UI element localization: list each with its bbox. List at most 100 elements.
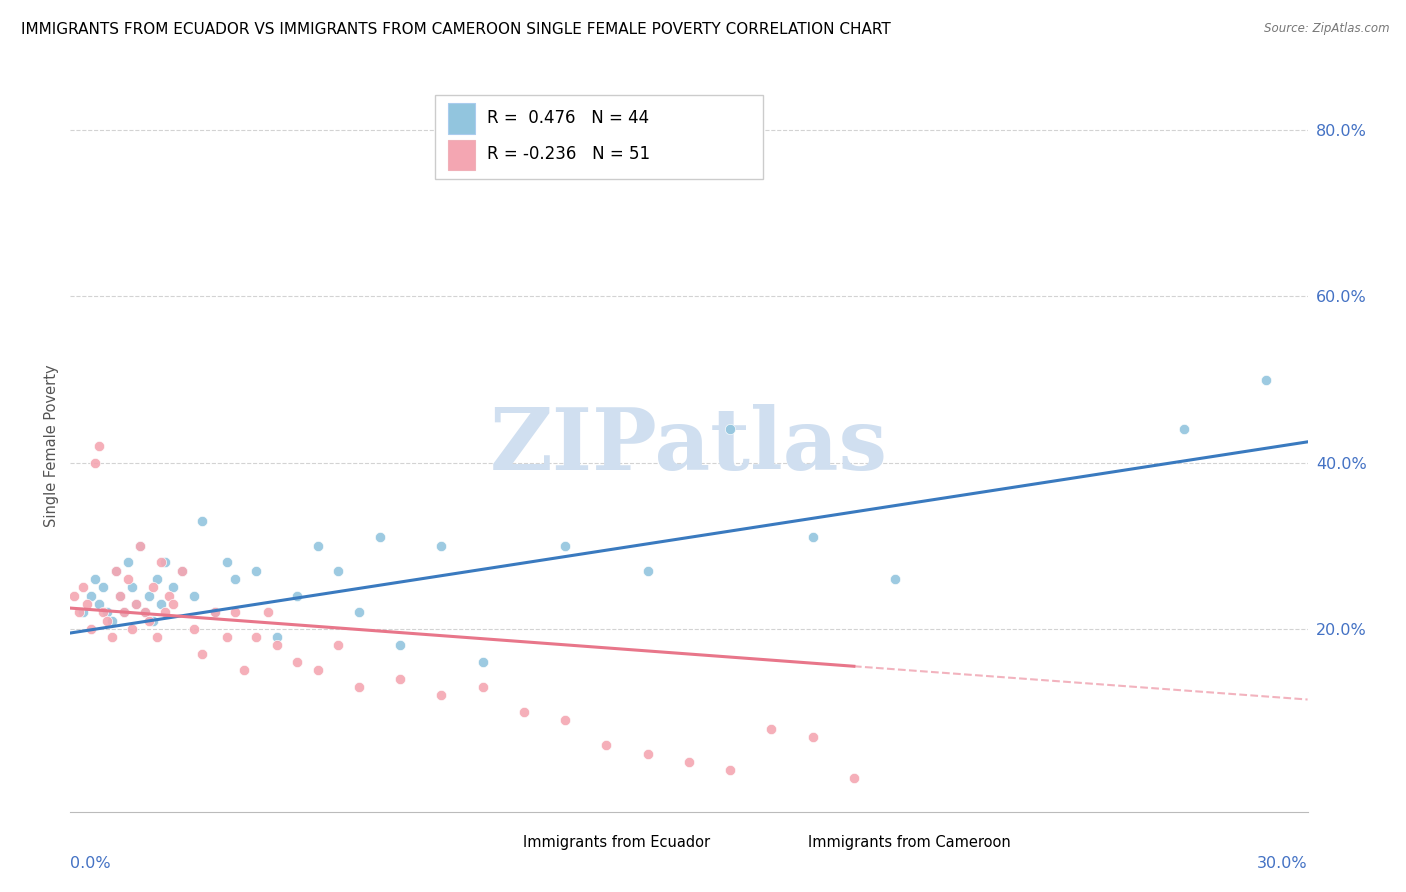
Point <box>76 597 98 611</box>
Point <box>100 630 122 644</box>
Text: 30.0%: 30.0% <box>1257 855 1308 871</box>
Point <box>63 589 86 603</box>
Point <box>170 564 193 578</box>
Point <box>884 572 907 586</box>
Point <box>718 763 741 777</box>
Point <box>245 630 267 644</box>
Point <box>191 647 214 661</box>
Point <box>96 614 118 628</box>
Point <box>245 564 267 578</box>
FancyBboxPatch shape <box>447 139 475 170</box>
Point <box>153 605 176 619</box>
Point <box>125 597 148 611</box>
Point <box>761 722 783 736</box>
Point <box>513 705 536 719</box>
Point <box>471 680 494 694</box>
Point <box>96 605 118 619</box>
Point <box>1173 422 1195 436</box>
Point <box>637 564 659 578</box>
Point <box>129 539 152 553</box>
Text: R = -0.236   N = 51: R = -0.236 N = 51 <box>488 145 651 163</box>
Point <box>554 539 576 553</box>
Point <box>307 539 329 553</box>
Point <box>129 539 152 553</box>
Point <box>368 530 391 544</box>
FancyBboxPatch shape <box>436 95 763 179</box>
Point <box>117 572 139 586</box>
Point <box>121 580 143 594</box>
Point <box>89 439 111 453</box>
Text: R =  0.476   N = 44: R = 0.476 N = 44 <box>488 109 650 127</box>
Point <box>328 564 350 578</box>
Point <box>134 605 156 619</box>
Point <box>134 605 156 619</box>
Point <box>266 639 288 653</box>
Point <box>104 564 127 578</box>
Point <box>125 597 148 611</box>
Point <box>72 580 94 594</box>
Point <box>224 605 246 619</box>
Point <box>162 597 184 611</box>
Point <box>142 580 165 594</box>
Point <box>162 580 184 594</box>
Point <box>389 672 412 686</box>
Point <box>104 564 127 578</box>
Point <box>204 605 226 619</box>
Point <box>91 605 114 619</box>
Point <box>328 639 350 653</box>
Point <box>183 622 205 636</box>
Point <box>100 614 122 628</box>
Point <box>215 555 238 569</box>
Point <box>146 572 169 586</box>
Point <box>678 755 700 769</box>
FancyBboxPatch shape <box>776 830 800 855</box>
Text: IMMIGRANTS FROM ECUADOR VS IMMIGRANTS FROM CAMEROON SINGLE FEMALE POVERTY CORREL: IMMIGRANTS FROM ECUADOR VS IMMIGRANTS FR… <box>21 22 891 37</box>
Point <box>842 772 865 786</box>
Point <box>157 589 180 603</box>
FancyBboxPatch shape <box>447 103 475 134</box>
Point <box>146 630 169 644</box>
Point <box>84 572 107 586</box>
Point <box>89 597 111 611</box>
Point <box>153 555 176 569</box>
Point <box>257 605 280 619</box>
Point <box>142 614 165 628</box>
Point <box>84 456 107 470</box>
Point <box>80 622 103 636</box>
Point <box>430 689 453 703</box>
Point <box>191 514 214 528</box>
Point <box>718 422 741 436</box>
Point <box>1256 372 1278 386</box>
Text: Immigrants from Cameroon: Immigrants from Cameroon <box>807 835 1011 850</box>
Text: ZIPatlas: ZIPatlas <box>489 404 889 488</box>
Point <box>266 630 288 644</box>
Point <box>121 622 143 636</box>
Point <box>80 589 103 603</box>
Point <box>170 564 193 578</box>
FancyBboxPatch shape <box>491 830 516 855</box>
Text: 0.0%: 0.0% <box>70 855 111 871</box>
Point <box>72 605 94 619</box>
Point <box>138 589 160 603</box>
Point <box>108 589 131 603</box>
Point <box>224 572 246 586</box>
Y-axis label: Single Female Poverty: Single Female Poverty <box>44 365 59 527</box>
Point <box>150 555 173 569</box>
Point <box>91 580 114 594</box>
Point <box>471 655 494 669</box>
Point <box>112 605 135 619</box>
Point <box>138 614 160 628</box>
Point <box>117 555 139 569</box>
Point <box>108 589 131 603</box>
Point <box>554 714 576 728</box>
Text: Source: ZipAtlas.com: Source: ZipAtlas.com <box>1264 22 1389 36</box>
Point <box>595 738 617 752</box>
Point <box>801 530 824 544</box>
Point <box>112 605 135 619</box>
Point <box>183 589 205 603</box>
Point <box>801 730 824 744</box>
Text: Immigrants from Ecuador: Immigrants from Ecuador <box>523 835 710 850</box>
Point <box>215 630 238 644</box>
Point <box>150 597 173 611</box>
Point <box>67 605 90 619</box>
